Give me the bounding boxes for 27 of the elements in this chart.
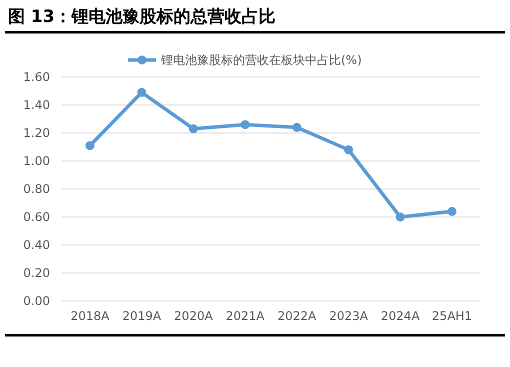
x-tick-label: 2024A <box>380 309 420 323</box>
y-tick-label: 1.20 <box>23 126 50 140</box>
x-tick-label: 2020A <box>174 309 214 323</box>
chart-title: 图 13：锂电池豫股标的总营收占比 <box>8 7 276 27</box>
y-tick-label: 0.60 <box>23 210 50 224</box>
x-tick-label: 25AH1 <box>432 309 472 323</box>
point <box>344 145 354 154</box>
point <box>86 141 94 150</box>
y-tick-label: 0.00 <box>23 294 50 308</box>
y-tick-label: 1.60 <box>23 70 50 84</box>
point <box>188 124 198 134</box>
point <box>396 212 405 222</box>
x-tick-label: 2019A <box>122 309 162 323</box>
point <box>240 120 250 130</box>
y-tick-label: 1.40 <box>23 98 50 112</box>
legend-label: 锂电池豫股标的营收在板块中占比(%) <box>160 53 362 68</box>
x-tick-label: 2022A <box>277 309 318 323</box>
y-tick-label: 0.20 <box>23 266 50 280</box>
x-tick-label: 2023A <box>329 309 369 323</box>
y-tick-label: 0.40 <box>23 238 50 252</box>
x-tick-label: 2018A <box>70 309 110 323</box>
y-tick-label: 1.00 <box>23 154 50 168</box>
y-tick-label: 0.80 <box>23 182 50 196</box>
point <box>137 88 146 97</box>
x-tick-label: 2021A <box>226 309 266 323</box>
point <box>292 122 302 132</box>
point <box>448 206 456 216</box>
